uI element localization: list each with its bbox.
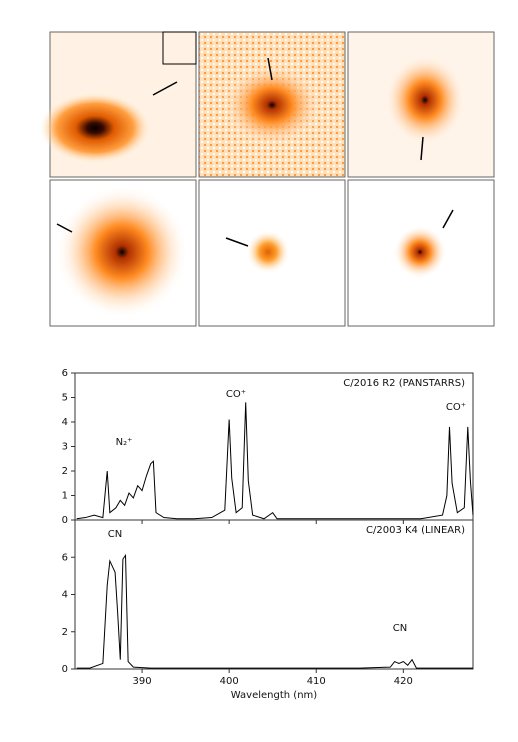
annotation: N₂⁺	[116, 437, 133, 448]
spectrum-line	[76, 402, 474, 520]
y-tick-label: 5	[62, 393, 68, 404]
axes-frame	[74, 372, 474, 521]
y-tick-label: 6	[62, 552, 68, 563]
y-tick-label: 2	[62, 627, 68, 638]
arrow	[420, 136, 424, 161]
inset-box	[162, 31, 197, 65]
panel-label: C/2003 K4 (LINEAR)	[366, 525, 465, 536]
image-grid	[40, 31, 495, 327]
y-tick-label: 2	[62, 466, 68, 477]
y-tick-label: 4	[62, 590, 68, 601]
arrow	[225, 237, 249, 247]
y-tick-label: 0	[62, 515, 68, 526]
comet	[222, 63, 322, 147]
y-tick-label: 1	[62, 491, 68, 502]
x-tick-label: 420	[394, 676, 413, 687]
annotation: CN	[108, 529, 122, 540]
annotation: CO⁺	[446, 402, 466, 413]
x-axis-label: Wavelength (nm)	[231, 690, 317, 701]
comet	[57, 187, 187, 317]
axes-frame	[74, 519, 474, 670]
arrow	[152, 81, 178, 96]
x-tick-label: 410	[307, 676, 326, 687]
spectrum-line	[76, 553, 473, 669]
comet	[246, 230, 290, 274]
comet	[40, 93, 150, 163]
y-tick-label: 4	[62, 417, 68, 428]
x-tick-label: 400	[220, 676, 239, 687]
arrow	[442, 209, 454, 229]
x-tick-label: 390	[133, 676, 152, 687]
y-tick-label: 0	[62, 664, 68, 675]
y-tick-label: 3	[62, 442, 68, 453]
panel-label: C/2016 R2 (PANSTARRS)	[343, 378, 465, 389]
y-tick-label: 6	[62, 368, 68, 379]
annotation: CN	[393, 623, 407, 634]
annotation: CO⁺	[226, 389, 246, 400]
comet	[385, 55, 465, 145]
arrow	[56, 223, 73, 233]
arrow	[267, 57, 273, 81]
comet	[394, 226, 446, 278]
